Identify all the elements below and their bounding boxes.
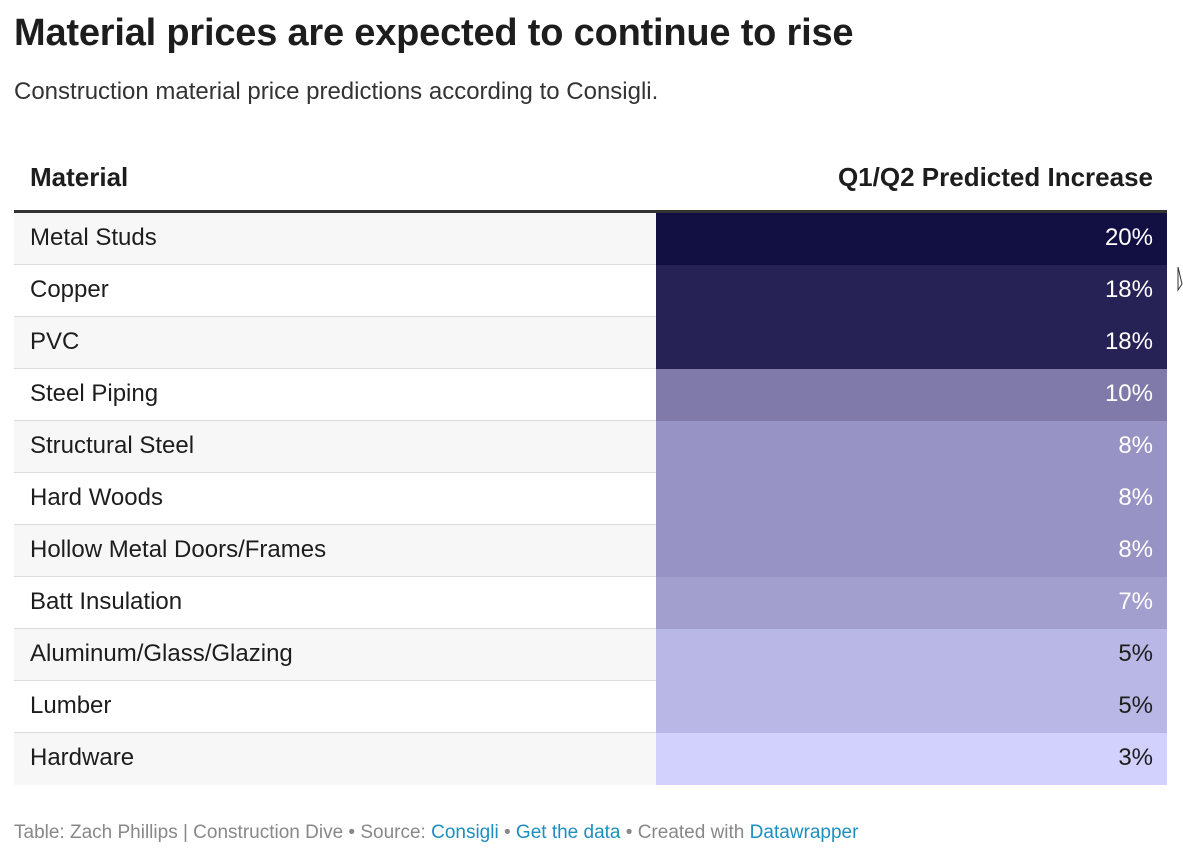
table-row: Hollow Metal Doors/Frames 8% (14, 525, 1167, 577)
material-cell: Hollow Metal Doors/Frames (30, 536, 327, 563)
increase-cell: 8% (656, 421, 1167, 473)
increase-value: 18% (1104, 276, 1153, 303)
column-header-predicted-increase[interactable]: Q1/Q2 Predicted Increase (837, 162, 1153, 192)
material-cell: Copper (30, 276, 109, 303)
increase-value: 20% (1104, 224, 1153, 251)
material-cell: Structural Steel (30, 432, 195, 459)
material-cell: Lumber (30, 692, 112, 719)
table-row: Metal Studs 20% (14, 213, 1167, 265)
increase-cell: 18% (656, 265, 1167, 317)
table-row: Steel Piping 10% (14, 369, 1167, 421)
get-the-data-link[interactable]: Get the data (515, 822, 621, 843)
datawrapper-link[interactable]: Datawrapper (749, 822, 859, 843)
material-cell: Hardware (30, 744, 135, 771)
table-body: Metal Studs 20% Copper 18% PVC 18% Steel Pipin… (14, 213, 1167, 785)
table-row: Hardware 3% (14, 733, 1167, 785)
footer-credit-text: Table: Zach Phillips | Construction Dive… (14, 822, 432, 843)
table-header: Material Q1/Q2 Predicted Increase (14, 150, 1167, 213)
material-cell: Steel Piping (30, 380, 159, 407)
increase-value: 8% (1118, 432, 1153, 459)
increase-value: 5% (1118, 692, 1153, 719)
increase-value: 18% (1104, 328, 1153, 355)
table-row: Batt Insulation 7% (14, 577, 1167, 629)
increase-cell: 5% (656, 681, 1167, 733)
chart-title: Material prices are expected to continue… (14, 12, 854, 54)
column-header-material[interactable]: Material (30, 162, 129, 192)
increase-cell: 8% (656, 525, 1167, 577)
increase-cell: 5% (656, 629, 1167, 681)
material-cell: Aluminum/Glass/Glazing (30, 640, 293, 667)
table-row: Copper 18% (14, 265, 1167, 317)
increase-cell: 8% (656, 473, 1167, 525)
chart-subtitle: Construction material price predictions … (14, 78, 659, 105)
data-table: Material Q1/Q2 Predicted Increase Metal … (14, 150, 1167, 785)
table-row: Lumber 5% (14, 681, 1167, 733)
increase-value: 8% (1118, 536, 1153, 563)
increase-value: 10% (1104, 380, 1153, 407)
material-cell: Hard Woods (30, 484, 163, 511)
footer-created-with: • Created with (620, 822, 750, 843)
table-row: Hard Woods 8% (14, 473, 1167, 525)
table-row: Aluminum/Glass/Glazing 5% (14, 629, 1167, 681)
table-row: PVC 18% (14, 317, 1167, 369)
table-row: Structural Steel 8% (14, 421, 1167, 473)
increase-cell: 7% (656, 577, 1167, 629)
increase-value: 8% (1118, 484, 1153, 511)
footer-credits: Table: Zach Phillips | Construction Dive… (14, 822, 858, 844)
material-cell: Metal Studs (30, 224, 157, 251)
increase-value: 7% (1118, 588, 1153, 615)
increase-value: 3% (1118, 744, 1153, 771)
increase-cell: 20% (656, 213, 1167, 265)
source-link[interactable]: Consigli (431, 822, 499, 843)
material-cell: PVC (30, 328, 80, 355)
mouse-cursor-icon (1177, 266, 1183, 292)
footer-separator: • (498, 822, 516, 843)
increase-cell: 10% (656, 369, 1167, 421)
material-cell: Batt Insulation (30, 588, 183, 615)
increase-value: 5% (1118, 640, 1153, 667)
increase-cell: 18% (656, 317, 1167, 369)
increase-cell: 3% (656, 733, 1167, 785)
